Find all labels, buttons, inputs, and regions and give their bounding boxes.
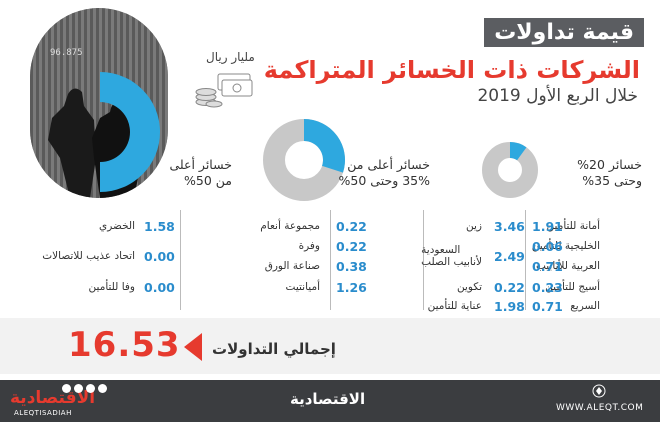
company-name: السريع	[570, 300, 600, 312]
donut-over-50-label-line2: من 50%	[184, 173, 232, 188]
company-value: 1.58	[144, 219, 175, 234]
company-name: أمانة للتأمين	[546, 220, 600, 232]
youtube-icon[interactable]	[86, 384, 95, 393]
company-value: 0.06	[532, 239, 563, 254]
arrow-left-icon	[184, 333, 202, 361]
donut-35-50-label-line1: خسائر أعلى من	[347, 157, 430, 172]
company-name: الخضري	[98, 220, 135, 232]
instagram-icon[interactable]	[98, 384, 107, 393]
donut-20-35-label-line2: وحتى 35%	[582, 173, 642, 188]
page-subtitle: الشركات ذات الخسائر المتراكمة	[263, 56, 640, 84]
company-value: 0.22	[494, 280, 525, 295]
period-label: خلال الربع الأول 2019	[477, 86, 638, 106]
company-value: 1.98	[494, 299, 525, 314]
money-icon	[195, 73, 253, 108]
brand-center: الاقتصادية	[290, 390, 366, 408]
donut-35-50	[263, 119, 345, 201]
company-name: صناعة الورق	[264, 260, 320, 272]
company-value: 0.00	[144, 249, 175, 264]
company-value: 0.22	[336, 219, 367, 234]
separator	[525, 210, 526, 310]
donut-20-35-blue	[510, 142, 527, 161]
facebook-icon[interactable]	[74, 384, 83, 393]
company-name: أسيج للتأمين	[545, 281, 600, 293]
donut-35-50-label-line2: 35% وحتى 50%	[338, 173, 431, 188]
company-value: 1.26	[336, 280, 367, 295]
company-value: 0.71	[532, 299, 563, 314]
social-handle: ALEQTISADIAH	[14, 409, 72, 417]
company-name: وفا للتأمين	[88, 281, 135, 293]
company-value: 0.38	[336, 259, 367, 274]
stock-screen-value: 96.875	[50, 48, 83, 58]
twitter-icon[interactable]	[62, 384, 71, 393]
company-name: تكوين	[456, 281, 482, 293]
company-name: وفرة	[298, 240, 320, 252]
company-name: العربية للأنابيب	[535, 260, 600, 272]
total-value: 16.53	[68, 325, 181, 365]
site-logo-icon	[592, 384, 606, 398]
site-url[interactable]: WWW.ALEQT.COM	[556, 403, 644, 413]
company-name: السعودية لأنابيب الصلب	[421, 244, 482, 268]
company-name: أميانتيت	[285, 281, 320, 293]
company-name: الخليجية للتأمين	[531, 240, 600, 252]
donut-20-35	[482, 142, 538, 198]
social-icons	[62, 384, 107, 393]
donut-35-50-label: خسائر أعلى من 35% وحتى 50%	[339, 157, 431, 189]
company-value: 3.46	[494, 219, 525, 234]
company-name: عناية للتأمين	[427, 300, 482, 312]
total-label: إجمالي التداولات	[212, 340, 336, 358]
separator	[330, 210, 331, 310]
company-value: 0.00	[144, 280, 175, 295]
company-name: اتحاد عذيب للاتصالات	[42, 250, 135, 262]
company-name: مجموعة أنعام	[260, 220, 320, 232]
company-value: 0.23	[532, 280, 563, 295]
donut-20-35-label: خسائر 20% وحتى 35%	[577, 157, 642, 189]
donut-over-50-blue	[100, 72, 160, 192]
total-bar	[0, 318, 660, 374]
company-value: 0.71	[532, 259, 563, 274]
company-name: زين	[466, 220, 482, 232]
donut-35-50-blue	[304, 119, 345, 173]
separator	[423, 210, 424, 310]
company-value: 0.22	[336, 239, 367, 254]
donut-20-35-label-line1: خسائر 20%	[577, 157, 642, 172]
footer	[0, 380, 660, 422]
donut-over-50	[100, 72, 160, 192]
donut-over-50-label-line1: خسائر أعلى	[169, 157, 232, 172]
separator	[180, 210, 181, 310]
company-value: 2.49	[494, 249, 525, 264]
company-value: 1.91	[532, 219, 563, 234]
unit-label: مليار ريال	[206, 50, 255, 64]
brand-logo: الاقتصادية	[10, 388, 96, 408]
donut-over-50-label: خسائر أعلى من 50%	[169, 157, 232, 189]
page-title: قيمة تداولات	[484, 18, 644, 47]
